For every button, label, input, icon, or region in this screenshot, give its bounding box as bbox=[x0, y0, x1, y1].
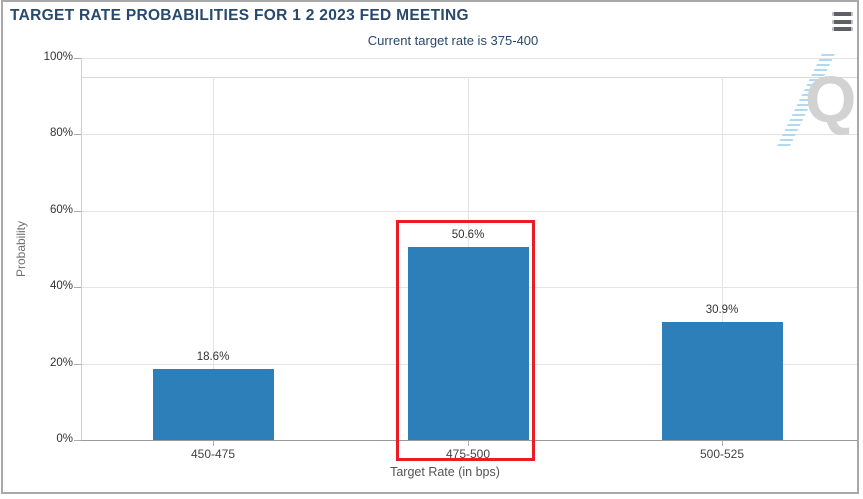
gridline-vertical bbox=[722, 77, 723, 440]
y-tick-mark bbox=[74, 211, 81, 212]
y-tick-mark bbox=[74, 134, 81, 135]
chart-subtitle: Current target rate is 375-400 bbox=[367, 33, 539, 48]
x-tick-mark bbox=[213, 441, 214, 446]
chart-title: TARGET RATE PROBABILITIES FOR 1 2 2023 F… bbox=[10, 7, 469, 24]
bar-value-label: 18.6% bbox=[196, 351, 230, 363]
y-tick-label: 60% bbox=[49, 204, 73, 216]
y-tick-label: 80% bbox=[49, 127, 73, 139]
hamburger-bar bbox=[832, 12, 853, 16]
y-tick-label: 40% bbox=[49, 280, 73, 292]
y-tick-label: 0% bbox=[56, 433, 73, 445]
y-tick-label: 100% bbox=[43, 51, 73, 63]
x-tick-label: 475-500 bbox=[445, 447, 491, 461]
plot-inner-top-line bbox=[81, 77, 857, 78]
hamburger-bar bbox=[832, 19, 853, 24]
x-tick-label: 450-475 bbox=[190, 447, 236, 461]
x-axis-title: Target Rate (in bps) bbox=[390, 465, 500, 479]
y-axis-line bbox=[81, 58, 82, 440]
y-tick-mark bbox=[74, 58, 81, 59]
gridline-vertical bbox=[213, 77, 214, 440]
y-tick-label: 20% bbox=[49, 357, 73, 369]
bar-500-525[interactable] bbox=[662, 322, 783, 440]
bar-450-475[interactable] bbox=[153, 369, 274, 440]
gridline-horizontal bbox=[81, 58, 857, 59]
y-axis-title: Probability bbox=[14, 220, 28, 278]
gridline-horizontal bbox=[81, 134, 857, 135]
bar-value-label: 30.9% bbox=[705, 304, 739, 316]
gridline-horizontal bbox=[81, 211, 857, 212]
x-tick-label: 500-525 bbox=[699, 447, 745, 461]
x-tick-mark bbox=[468, 441, 469, 446]
y-tick-mark bbox=[74, 287, 81, 288]
x-axis-line bbox=[81, 440, 857, 441]
y-tick-mark bbox=[74, 364, 81, 365]
bar-value-label: 50.6% bbox=[451, 229, 485, 241]
x-tick-mark bbox=[722, 441, 723, 446]
hamburger-menu-icon[interactable] bbox=[831, 11, 855, 32]
hamburger-bar bbox=[832, 27, 853, 31]
bar-475-500[interactable] bbox=[408, 247, 529, 440]
y-tick-mark bbox=[74, 440, 81, 441]
